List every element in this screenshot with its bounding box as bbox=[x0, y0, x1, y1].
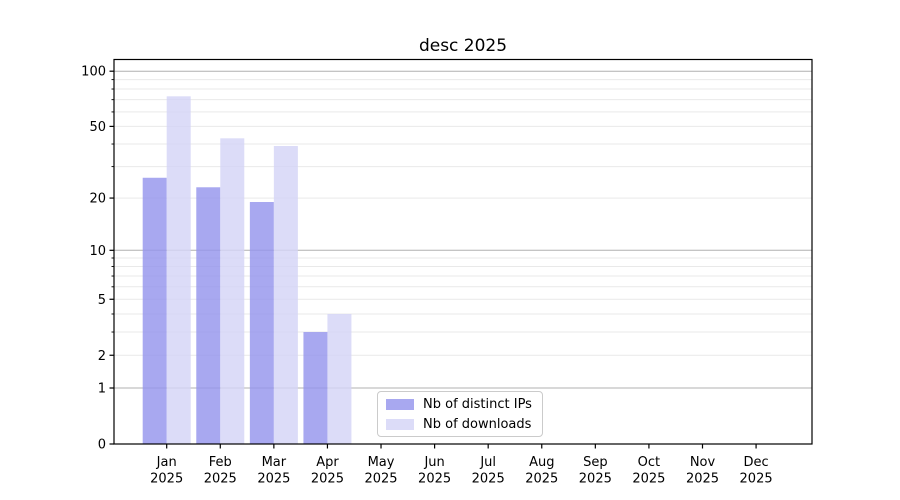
x-tick-label-year: 2025 bbox=[632, 472, 665, 487]
x-tick-label-month: Aug bbox=[529, 455, 554, 470]
legend-swatch-distinct-ips bbox=[386, 398, 414, 410]
y-tick-label: 5 bbox=[98, 293, 106, 308]
legend-label-downloads: Nb of downloads bbox=[423, 416, 532, 432]
x-tick-label-month: May bbox=[368, 455, 395, 470]
x-tick-label-month: Nov bbox=[690, 455, 716, 470]
x-tick-label-month: Sep bbox=[583, 455, 608, 470]
x-tick-label-year: 2025 bbox=[418, 472, 451, 487]
x-tick-label-year: 2025 bbox=[686, 472, 719, 487]
legend-item-downloads: Nb of downloads bbox=[386, 417, 532, 432]
x-tick-label-month: Dec bbox=[744, 455, 769, 470]
legend-label-distinct-ips: Nb of distinct IPs bbox=[423, 396, 532, 412]
y-tick-label: 50 bbox=[89, 120, 106, 135]
bar-jan-nb-of-downloads bbox=[166, 96, 191, 444]
y-tick-label: 2 bbox=[98, 349, 106, 364]
x-tick-label-month: Jul bbox=[479, 455, 496, 470]
series-nb-of-downloads bbox=[166, 96, 352, 444]
bar-apr-nb-of-downloads bbox=[327, 313, 352, 444]
x-tick-label-month: Apr bbox=[316, 455, 339, 470]
bar-mar-nb-of-distinct-ips bbox=[249, 202, 274, 444]
y-tick-label: 0 bbox=[98, 438, 106, 453]
x-tick-label-month: Jan bbox=[156, 455, 177, 470]
bar-jan-nb-of-distinct-ips bbox=[142, 177, 167, 444]
y-tick-label: 10 bbox=[89, 244, 106, 259]
bar-feb-nb-of-distinct-ips bbox=[196, 187, 221, 445]
legend: Nb of distinct IPs Nb of downloads bbox=[377, 391, 543, 437]
x-tick-label-year: 2025 bbox=[472, 472, 505, 487]
x-tick-label-year: 2025 bbox=[740, 472, 773, 487]
chart-title: desc 2025 bbox=[418, 36, 508, 56]
bar-mar-nb-of-downloads bbox=[273, 146, 298, 444]
x-tick-label-year: 2025 bbox=[311, 472, 344, 487]
x-axis: Jan 2025 Feb 2025 Mar 2025 Apr 2025 May 2025 Jun 20… bbox=[150, 444, 773, 487]
y-axis: 0 1 2 5 10 20 50 100 bbox=[81, 65, 114, 453]
legend-item-distinct-ips: Nb of distinct IPs bbox=[386, 397, 532, 412]
x-tick-label-year: 2025 bbox=[257, 472, 290, 487]
x-tick-label-year: 2025 bbox=[579, 472, 612, 487]
x-tick-label-year: 2025 bbox=[204, 472, 237, 487]
x-tick-label-month: Jun bbox=[423, 455, 444, 470]
series-nb-of-distinct-ips bbox=[142, 177, 328, 445]
y-tick-label: 20 bbox=[89, 192, 106, 207]
legend-swatch-downloads bbox=[386, 418, 414, 430]
x-tick-label-year: 2025 bbox=[364, 472, 397, 487]
axes-box bbox=[113, 58, 813, 445]
y-tick-label: 1 bbox=[98, 382, 106, 397]
x-tick-label-year: 2025 bbox=[525, 472, 558, 487]
bar-feb-nb-of-downloads bbox=[220, 138, 245, 444]
bar-apr-nb-of-distinct-ips bbox=[303, 332, 328, 444]
x-tick-label-month: Oct bbox=[638, 455, 660, 470]
x-tick-label-year: 2025 bbox=[150, 472, 183, 487]
y-tick-label: 100 bbox=[81, 65, 106, 80]
x-tick-label-month: Feb bbox=[209, 455, 232, 470]
x-tick-label-month: Mar bbox=[262, 455, 287, 470]
